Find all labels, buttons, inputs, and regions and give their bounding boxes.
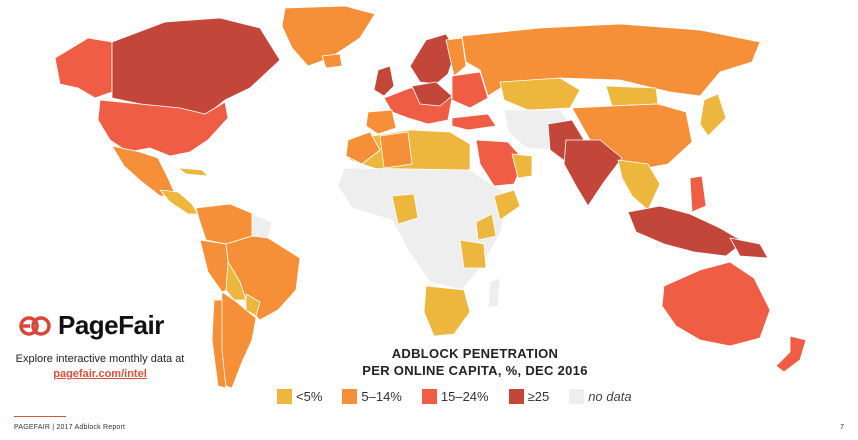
explore-note: Explore interactive monthly data at page… — [10, 352, 190, 382]
region-algeria — [379, 131, 413, 169]
legend-item-gte25: ≥25 — [508, 389, 550, 404]
brand-name: PageFair — [58, 310, 164, 340]
region-japan — [699, 93, 727, 137]
explore-link[interactable]: pagefair.com/intel — [53, 368, 147, 380]
legend-label: ≥25 — [527, 389, 550, 404]
legend-swatch — [421, 389, 437, 404]
region-new-guinea — [729, 237, 769, 259]
region-russia — [461, 23, 761, 97]
region-india — [563, 139, 623, 207]
region-philippines — [689, 175, 707, 213]
pagefair-logo-icon — [19, 315, 51, 336]
legend-item-15-24: 15–24% — [421, 389, 489, 404]
region-alaska — [54, 37, 113, 99]
region-usa — [97, 99, 229, 157]
legend-item-lt5: <5% — [277, 389, 322, 404]
region-south-africa — [423, 285, 471, 337]
region-bolivia — [225, 261, 247, 301]
region-kazakhstan — [499, 77, 581, 111]
region-iberia — [365, 109, 397, 135]
pagefair-logo[interactable]: PageFair — [18, 310, 164, 341]
legend-swatch — [342, 389, 358, 404]
region-new-zealand — [775, 335, 807, 373]
map-title-line1: ADBLOCK PENETRATION — [391, 346, 559, 361]
region-indonesia — [627, 205, 745, 257]
region-tanzania — [459, 239, 487, 269]
region-mongolia — [605, 85, 659, 107]
region-central-europe — [411, 81, 453, 107]
legend-swatch — [508, 389, 524, 404]
region-east-europe — [451, 71, 489, 109]
region-turkey — [451, 113, 497, 131]
page-number: 7 — [840, 424, 844, 431]
region-se-asia — [617, 159, 661, 211]
legend-label: no data — [588, 389, 632, 404]
footer-text: PAGEFAIR | 2017 Adblock Report — [14, 424, 126, 431]
region-australia — [661, 261, 771, 347]
legend-item-5-14: 5–14% — [342, 389, 402, 404]
region-uk — [373, 65, 395, 97]
legend-label: 15–24% — [440, 389, 489, 404]
explore-text: Explore interactive monthly data at — [15, 353, 185, 365]
region-cuba — [177, 167, 209, 177]
region-gulf — [511, 153, 533, 179]
map-legend: <5% 5–14% 15–24% ≥25 no data — [277, 389, 652, 404]
map-title: ADBLOCK PENETRATION PER ONLINE CAPITA, %… — [340, 345, 610, 379]
region-nigeria — [391, 193, 419, 225]
region-paraguay — [245, 293, 261, 317]
legend-swatch — [277, 389, 292, 404]
region-iceland — [321, 53, 343, 69]
legend-label: <5% — [296, 389, 323, 404]
map-title-line2: PER ONLINE CAPITA, %, DEC 2016 — [362, 363, 588, 378]
legend-item-nodata: no data — [569, 389, 632, 404]
region-madagascar — [487, 277, 501, 309]
region-central-america — [159, 189, 199, 215]
footer-divider — [14, 416, 66, 417]
region-chile — [211, 299, 227, 389]
region-kenya — [475, 213, 497, 241]
region-horn — [493, 189, 521, 221]
region-canada — [111, 17, 281, 117]
region-finland — [445, 37, 467, 77]
region-saudi — [475, 139, 525, 187]
region-guianas — [251, 213, 273, 239]
region-morocco — [345, 131, 381, 165]
legend-swatch — [569, 389, 585, 404]
legend-label: 5–14% — [361, 389, 402, 404]
